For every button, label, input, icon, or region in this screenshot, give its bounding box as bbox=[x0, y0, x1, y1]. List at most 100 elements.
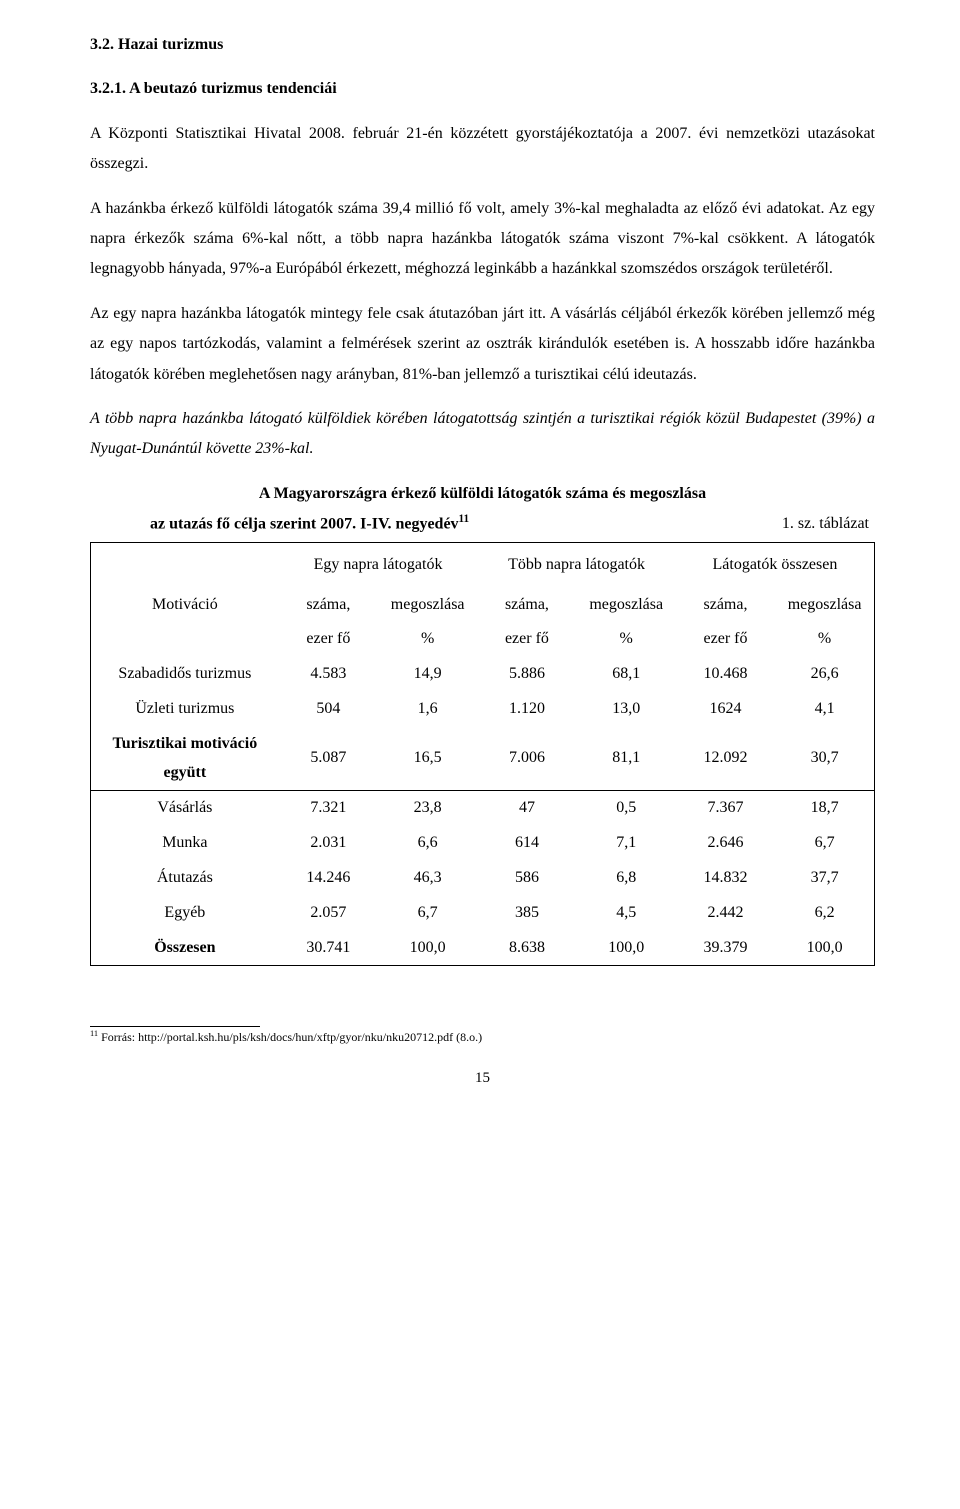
table-unit-label: % bbox=[577, 622, 676, 657]
footnote-rule bbox=[90, 1026, 260, 1027]
table-cell: 7.321 bbox=[279, 791, 378, 826]
table-cell: 37,7 bbox=[775, 861, 874, 896]
table-unit-label: ezer fő bbox=[279, 622, 378, 657]
table-cell: 81,1 bbox=[577, 727, 676, 791]
table-col-label: megoszlása bbox=[577, 588, 676, 623]
table-row: Munka2.0316,66147,12.6466,7 bbox=[91, 826, 875, 861]
table-group-header-row: Egy napra látogatók Több napra látogatók… bbox=[91, 542, 875, 587]
table-row: Átutazás14.24646,35866,814.83237,7 bbox=[91, 861, 875, 896]
table-cell: 6,2 bbox=[775, 896, 874, 931]
table-row-label: Szabadidős turizmus bbox=[91, 657, 279, 692]
data-table: Egy napra látogatók Több napra látogatók… bbox=[90, 542, 875, 967]
table-row-label: Összesen bbox=[91, 931, 279, 966]
table-cell: 5.087 bbox=[279, 727, 378, 791]
table-cell: 14.832 bbox=[676, 861, 775, 896]
table-cell: 7.367 bbox=[676, 791, 775, 826]
table-col-labels-row: Motiváció száma, megoszlása száma, megos… bbox=[91, 588, 875, 623]
table-cell: 100,0 bbox=[577, 931, 676, 966]
paragraph-intro: A Központi Statisztikai Hivatal 2008. fe… bbox=[90, 119, 875, 180]
table-subtitle-left: az utazás fő célja szerint 2007. I-IV. n… bbox=[150, 509, 469, 540]
table-subtitle-left-text: az utazás fő célja szerint 2007. I-IV. n… bbox=[150, 515, 459, 532]
table-cell: 68,1 bbox=[577, 657, 676, 692]
table-cell: 1624 bbox=[676, 692, 775, 727]
table-unit-label: % bbox=[378, 622, 477, 657]
table-cell: 13,0 bbox=[577, 692, 676, 727]
table-col-label: száma, bbox=[477, 588, 576, 623]
table-cell: 2.646 bbox=[676, 826, 775, 861]
footnote: 11 Forrás: http://portal.ksh.hu/pls/ksh/… bbox=[90, 1029, 875, 1046]
table-row-head-label: Motiváció bbox=[91, 588, 279, 623]
table-cell: 47 bbox=[477, 791, 576, 826]
table-body: Szabadidős turizmus4.58314,95.88668,110.… bbox=[91, 657, 875, 966]
table-cell: 4.583 bbox=[279, 657, 378, 692]
table-cell: 12.092 bbox=[676, 727, 775, 791]
table-cell: 16,5 bbox=[378, 727, 477, 791]
table-cell: 7,1 bbox=[577, 826, 676, 861]
table-row: Turisztikai motiváció együtt5.08716,57.0… bbox=[91, 727, 875, 791]
table-row: Üzleti turizmus5041,61.12013,016244,1 bbox=[91, 692, 875, 727]
table-cell: 4,1 bbox=[775, 692, 874, 727]
table-cell: 100,0 bbox=[378, 931, 477, 966]
table-row-label: Vásárlás bbox=[91, 791, 279, 826]
table-group-1: Egy napra látogatók bbox=[279, 542, 478, 587]
table-col-label: megoszlása bbox=[378, 588, 477, 623]
table-cell: 14,9 bbox=[378, 657, 477, 692]
table-col-label: száma, bbox=[676, 588, 775, 623]
table-cell: 10.468 bbox=[676, 657, 775, 692]
table-cell: 6,7 bbox=[775, 826, 874, 861]
table-unit-label: ezer fő bbox=[676, 622, 775, 657]
table-cell: 39.379 bbox=[676, 931, 775, 966]
table-col-label: száma, bbox=[279, 588, 378, 623]
table-cell: 6,6 bbox=[378, 826, 477, 861]
table-unit-labels-row: ezer fő % ezer fő % ezer fő % bbox=[91, 622, 875, 657]
table-cell: 30.741 bbox=[279, 931, 378, 966]
table-cell: 23,8 bbox=[378, 791, 477, 826]
table-cell: 30,7 bbox=[775, 727, 874, 791]
table-row: Vásárlás7.32123,8470,57.36718,7 bbox=[91, 791, 875, 826]
table-row: Összesen30.741100,08.638100,039.379100,0 bbox=[91, 931, 875, 966]
paragraph-body-1: A hazánkba érkező külföldi látogatók szá… bbox=[90, 194, 875, 285]
table-subtitle-right: 1. sz. táblázat bbox=[782, 509, 869, 540]
table-row: Egyéb2.0576,73854,52.4426,2 bbox=[91, 896, 875, 931]
page-number: 15 bbox=[90, 1064, 875, 1093]
table-blank bbox=[91, 622, 279, 657]
table-cell: 7.006 bbox=[477, 727, 576, 791]
table-cell: 26,6 bbox=[775, 657, 874, 692]
table-row-label: Egyéb bbox=[91, 896, 279, 931]
table-subtitle-ref: 11 bbox=[459, 513, 470, 525]
table-cell: 385 bbox=[477, 896, 576, 931]
table-row: Szabadidős turizmus4.58314,95.88668,110.… bbox=[91, 657, 875, 692]
table-cell: 46,3 bbox=[378, 861, 477, 896]
table-title: A Magyarországra érkező külföldi látogat… bbox=[90, 479, 875, 509]
table-cell: 2.442 bbox=[676, 896, 775, 931]
table-row-label: Üzleti turizmus bbox=[91, 692, 279, 727]
table-cell: 8.638 bbox=[477, 931, 576, 966]
paragraph-body-2: Az egy napra hazánkba látogatók mintegy … bbox=[90, 299, 875, 390]
table-cell: 18,7 bbox=[775, 791, 874, 826]
table-cell: 0,5 bbox=[577, 791, 676, 826]
table-cell: 1.120 bbox=[477, 692, 576, 727]
table-cell: 6,7 bbox=[378, 896, 477, 931]
section-heading: 3.2. Hazai turizmus bbox=[90, 30, 875, 60]
table-col-label: megoszlása bbox=[775, 588, 874, 623]
table-cell: 586 bbox=[477, 861, 576, 896]
table-cell: 1,6 bbox=[378, 692, 477, 727]
table-row-label: Munka bbox=[91, 826, 279, 861]
table-cell: 504 bbox=[279, 692, 378, 727]
table-unit-label: % bbox=[775, 622, 874, 657]
table-row-label: Átutazás bbox=[91, 861, 279, 896]
table-corner-blank bbox=[91, 542, 279, 587]
table-row-label: Turisztikai motiváció együtt bbox=[91, 727, 279, 791]
table-cell: 2.057 bbox=[279, 896, 378, 931]
table-cell: 4,5 bbox=[577, 896, 676, 931]
table-group-3: Látogatók összesen bbox=[676, 542, 875, 587]
table-cell: 14.246 bbox=[279, 861, 378, 896]
table-cell: 2.031 bbox=[279, 826, 378, 861]
data-table-wrap: Egy napra látogatók Több napra látogatók… bbox=[90, 542, 875, 967]
footnote-ref: 11 bbox=[90, 1029, 98, 1038]
table-unit-label: ezer fő bbox=[477, 622, 576, 657]
table-cell: 5.886 bbox=[477, 657, 576, 692]
subsection-heading: 3.2.1. A beutazó turizmus tendenciái bbox=[90, 74, 875, 104]
table-cell: 6,8 bbox=[577, 861, 676, 896]
paragraph-italic: A több napra hazánkba látogató külföldie… bbox=[90, 404, 875, 465]
